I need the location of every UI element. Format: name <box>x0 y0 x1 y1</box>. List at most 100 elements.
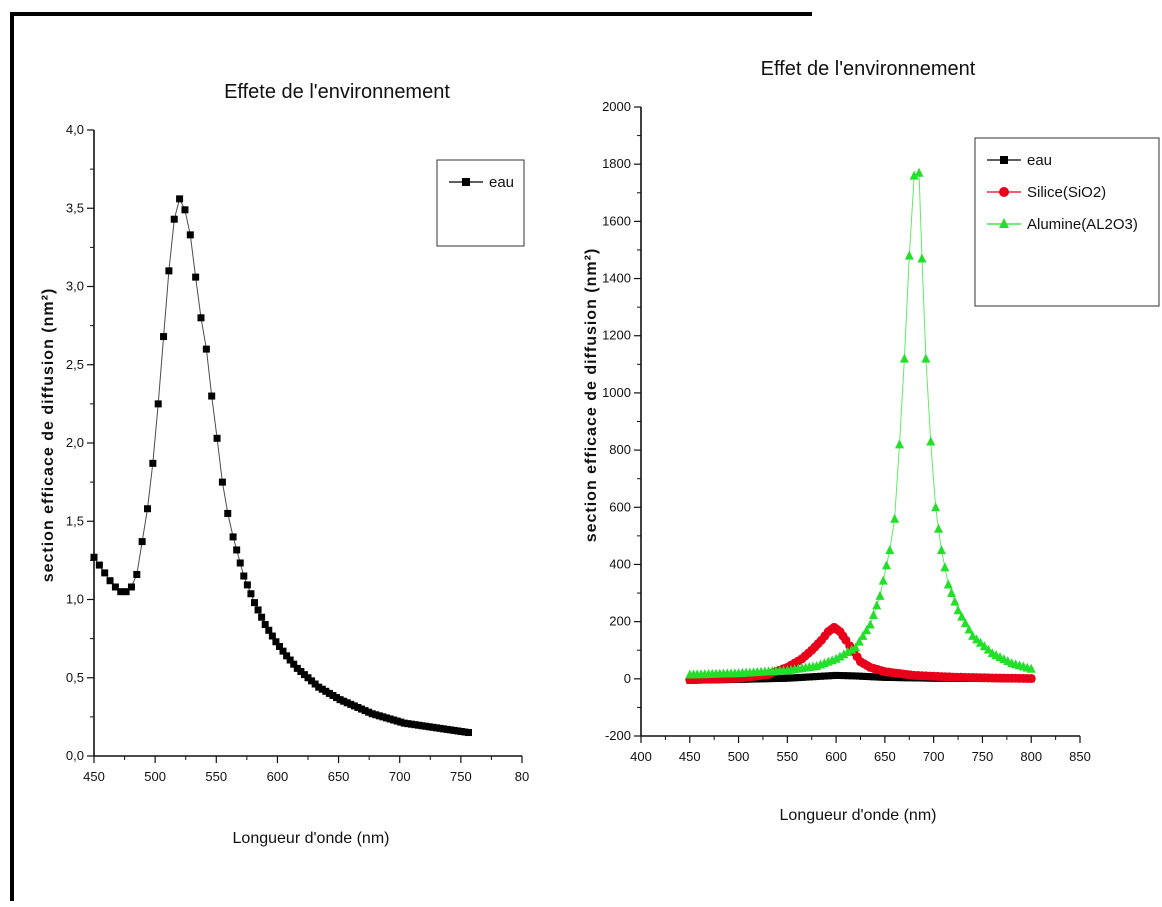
chart-2-data-point <box>878 575 888 585</box>
chart-2-legend-label: Alumine(AL2O3) <box>1027 216 1138 233</box>
chart-1-data-point <box>138 538 146 546</box>
chart-2-legend-marker <box>999 218 1009 228</box>
chart-1-y-axis-label: section efficace de diffusion (nm²) <box>40 288 57 583</box>
chart-2-data-point <box>885 545 895 555</box>
chart-2-data-point <box>872 600 882 610</box>
chart-1-data-point <box>265 626 273 634</box>
chart-1-data-point <box>404 720 412 728</box>
chart-2-x-tick-label: 750 <box>972 749 994 764</box>
chart-1-data-point <box>154 400 162 408</box>
chart-1-data-point <box>197 314 205 322</box>
chart-2-data-point <box>909 170 919 180</box>
chart-1-x-tick-label: 550 <box>205 769 227 784</box>
chart-1-y-tick-label: 2,5 <box>66 357 84 372</box>
chart-2-data-point <box>882 560 892 570</box>
chart-1-data-point <box>117 588 125 596</box>
chart-1-legend-box <box>436 159 525 247</box>
chart-1-x-tick-label: 600 <box>267 769 289 784</box>
chart-1-data-point <box>318 685 326 693</box>
chart-1-data-point <box>186 231 194 239</box>
chart-1-data-point <box>432 724 440 732</box>
chart-2-data-point <box>866 673 874 681</box>
chart-1-data-point <box>208 392 216 400</box>
chart-1-data-point <box>461 728 469 736</box>
chart-1-data-point <box>192 273 200 281</box>
chart-1-data-point <box>279 647 287 655</box>
chart-2-data-point <box>805 673 813 681</box>
chart-1-data-point <box>144 505 151 513</box>
chart-2-x-tick-label: 700 <box>923 749 945 764</box>
chart-2-legend-label: eau <box>1027 152 1052 169</box>
chart-2-data-point <box>776 674 784 682</box>
chart-1-y-tick-label: 4,0 <box>66 122 84 137</box>
chart-1-data-point <box>411 721 419 729</box>
chart-1-data-point <box>415 721 423 729</box>
chart-2-data-point <box>940 562 950 572</box>
chart-2-data-point <box>859 672 867 680</box>
chart-2-data-point <box>843 646 853 656</box>
chart-1-data-point <box>133 570 141 578</box>
chart-1-data-point <box>286 656 294 664</box>
chart-1-data-point <box>343 699 351 707</box>
chart-1-data-point <box>350 702 358 710</box>
chart-2-data-point <box>862 625 872 635</box>
chart-1-y-tick-label: 0,5 <box>66 670 84 685</box>
chart-1-data-point <box>165 267 173 275</box>
chart-2-y-tick-label: 1200 <box>602 328 631 343</box>
chart-1-data-point <box>336 696 344 704</box>
chart-2-data-point <box>783 674 791 682</box>
chart-2-data-point <box>847 644 857 654</box>
chart-1-data-point <box>224 509 232 517</box>
chart-1-data-point <box>233 546 241 554</box>
chart-1-x-tick-label: 450 <box>83 769 105 784</box>
chart-1-data-point <box>111 583 119 591</box>
chart-1-data-point <box>386 715 394 723</box>
chart-1-data-point <box>95 561 103 569</box>
chart-1-x-tick-label: 80 <box>515 769 529 784</box>
chart-1-data-point <box>122 588 130 596</box>
chart-1-data-point <box>465 729 472 737</box>
chart-1-data-point <box>400 719 408 727</box>
chart-1-data-point <box>258 613 266 621</box>
chart-2-data-point <box>885 673 893 681</box>
chart-1-data-point <box>450 726 458 734</box>
chart-2-data-point <box>865 619 875 629</box>
chart-2-data-point <box>835 651 845 661</box>
chart-1-y-tick-label: 1,0 <box>66 592 84 607</box>
chart-2-y-tick-label: 1000 <box>602 385 631 400</box>
chart-1-x-axis-label: Longueur d'onde (nm) <box>233 830 390 847</box>
chart-2-data-point <box>881 673 889 681</box>
chart-1-data-point <box>90 553 98 561</box>
chart-2-data-point <box>917 253 927 263</box>
chart-2-data-point <box>890 513 900 523</box>
chart-1-data-point <box>311 680 319 688</box>
chart-1-data-point <box>418 722 426 730</box>
chart-2-data-point <box>772 675 780 683</box>
chart-2-data-point <box>848 672 856 680</box>
chart-2-data-point <box>817 672 825 680</box>
chart-2-data-point <box>813 673 821 681</box>
chart-1-data-point <box>251 599 258 607</box>
chart-1-data-point <box>243 581 251 589</box>
chart-2-legend-label: Silice(SiO2) <box>1027 184 1106 201</box>
chart-1-x-tick-label: 650 <box>328 769 350 784</box>
chart-2-data-point <box>844 672 852 680</box>
chart-2-data-point <box>947 588 957 598</box>
chart-1-data-point <box>393 717 401 725</box>
chart-1-y-tick-label: 3,5 <box>66 200 84 215</box>
chart-2-x-axis-label: Longueur d'onde (nm) <box>780 807 937 824</box>
chart-1-x-tick-label: 700 <box>389 769 411 784</box>
chart-2-data-point <box>874 673 882 681</box>
chart-1-y-tick-label: 0,0 <box>66 748 84 763</box>
chart-1-data-point <box>375 712 383 720</box>
chart-2-data-point <box>787 674 795 682</box>
chart-1-data-point <box>454 727 462 735</box>
chart-2-y-tick-label: 800 <box>609 442 631 457</box>
chart-1-data-point <box>160 333 168 341</box>
chart-2-data-point <box>899 353 909 363</box>
chart-1-y-tick-label: 2,0 <box>66 435 84 450</box>
chart-2-y-tick-label: -200 <box>605 728 631 743</box>
chart-2-y-tick-label: 0 <box>624 671 631 686</box>
chart-1-data-point <box>240 572 248 580</box>
chart-2-data-point <box>780 674 788 682</box>
